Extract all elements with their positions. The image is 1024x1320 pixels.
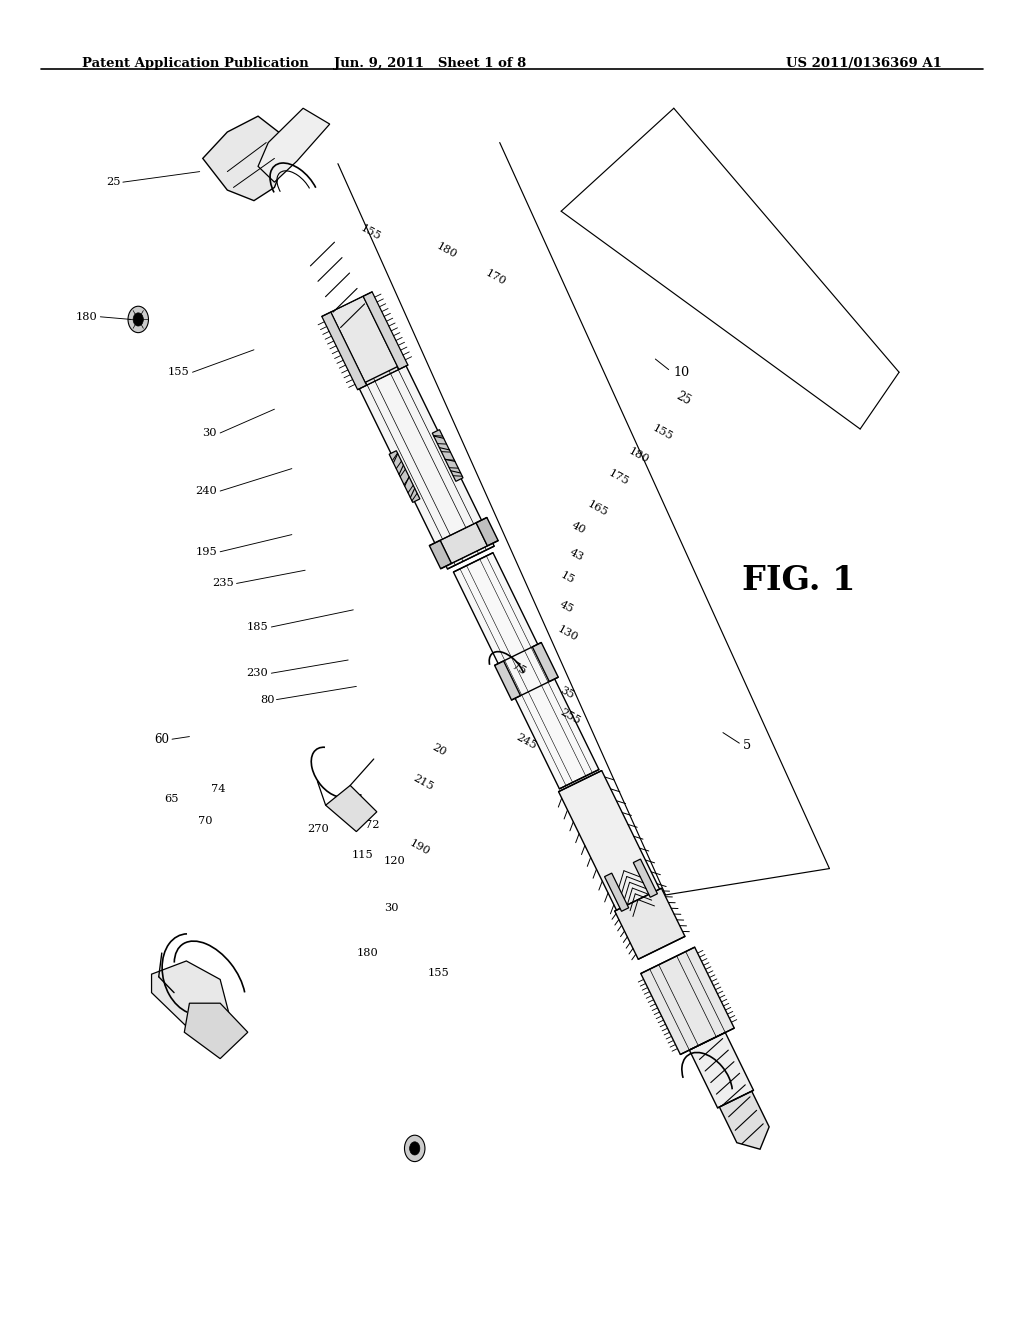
Polygon shape <box>558 771 662 915</box>
Text: 45: 45 <box>558 599 575 615</box>
Text: 235: 235 <box>212 578 233 589</box>
Polygon shape <box>326 785 377 832</box>
Text: 130: 130 <box>556 624 580 643</box>
Polygon shape <box>495 661 520 700</box>
Polygon shape <box>476 517 498 546</box>
Polygon shape <box>614 888 685 960</box>
Text: 10: 10 <box>674 366 690 379</box>
Circle shape <box>133 313 143 326</box>
Text: 180: 180 <box>627 446 650 465</box>
Text: 180: 180 <box>357 948 379 958</box>
Polygon shape <box>604 873 629 911</box>
Polygon shape <box>358 363 495 569</box>
Text: 245: 245 <box>514 733 538 751</box>
Text: 230: 230 <box>247 668 268 678</box>
Text: FIG. 1: FIG. 1 <box>742 565 855 597</box>
Polygon shape <box>532 643 558 681</box>
Text: 15: 15 <box>559 570 577 586</box>
Text: 5: 5 <box>742 739 751 752</box>
Polygon shape <box>331 296 399 385</box>
Text: 70: 70 <box>199 816 213 826</box>
Text: 175: 175 <box>606 469 630 487</box>
Text: 190: 190 <box>408 838 431 857</box>
Polygon shape <box>184 1003 248 1059</box>
Circle shape <box>128 306 148 333</box>
Text: 180: 180 <box>76 312 97 322</box>
Text: 65: 65 <box>165 793 179 804</box>
Polygon shape <box>440 523 487 564</box>
Polygon shape <box>389 450 420 503</box>
Polygon shape <box>689 1032 754 1107</box>
Text: 180: 180 <box>435 242 459 260</box>
Text: 43: 43 <box>567 546 585 562</box>
Text: 74: 74 <box>211 784 225 795</box>
Text: 240: 240 <box>196 486 217 496</box>
Polygon shape <box>429 540 452 569</box>
Polygon shape <box>258 108 330 182</box>
Polygon shape <box>203 116 285 201</box>
Circle shape <box>410 1142 420 1155</box>
Text: 155: 155 <box>650 424 674 442</box>
Polygon shape <box>432 429 463 482</box>
Polygon shape <box>322 312 367 389</box>
Polygon shape <box>152 961 230 1036</box>
Polygon shape <box>454 553 599 789</box>
Text: 185: 185 <box>247 622 268 632</box>
Text: 155: 155 <box>168 367 189 378</box>
Text: 71: 71 <box>350 793 365 804</box>
Text: 72: 72 <box>365 820 379 830</box>
Polygon shape <box>364 292 408 370</box>
Text: 25: 25 <box>106 177 121 187</box>
Text: 195: 195 <box>196 546 217 557</box>
Text: 35: 35 <box>558 685 575 701</box>
Text: 60: 60 <box>154 733 169 746</box>
Text: 75: 75 <box>510 661 527 677</box>
Text: 215: 215 <box>412 774 435 792</box>
Polygon shape <box>641 948 734 1055</box>
Text: 20: 20 <box>430 742 447 758</box>
Text: 115: 115 <box>351 850 373 861</box>
Polygon shape <box>720 1092 769 1150</box>
Circle shape <box>404 1135 425 1162</box>
Text: 155: 155 <box>358 223 382 242</box>
Text: 155: 155 <box>428 968 450 978</box>
Text: 165: 165 <box>586 499 609 517</box>
Polygon shape <box>633 859 657 898</box>
Text: 25: 25 <box>674 389 693 408</box>
Text: 40: 40 <box>569 520 587 536</box>
Text: 170: 170 <box>483 268 507 286</box>
Text: 30: 30 <box>384 903 398 913</box>
Text: Patent Application Publication: Patent Application Publication <box>82 57 308 70</box>
Text: 30: 30 <box>203 428 217 438</box>
Text: 80: 80 <box>260 694 274 705</box>
Text: Jun. 9, 2011   Sheet 1 of 8: Jun. 9, 2011 Sheet 1 of 8 <box>334 57 526 70</box>
Text: 270: 270 <box>307 824 329 834</box>
Text: 120: 120 <box>384 855 406 866</box>
Text: 255: 255 <box>558 708 582 726</box>
Text: US 2011/0136369 A1: US 2011/0136369 A1 <box>786 57 942 70</box>
